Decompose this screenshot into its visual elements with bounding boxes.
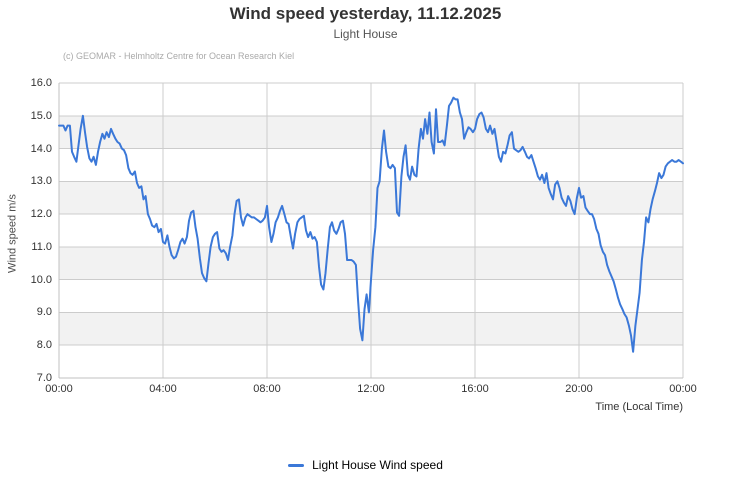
- x-tick-label: 20:00: [565, 383, 593, 395]
- series-line[interactable]: [58, 96, 684, 353]
- chart-title: Wind speed yesterday, 11.12.2025: [229, 4, 502, 23]
- y-tick-label: 9.0: [36, 306, 52, 319]
- x-tick-label: 08:00: [253, 383, 281, 395]
- legend-label: Light House Wind speed: [312, 458, 443, 472]
- x-tick-label: 16:00: [461, 383, 489, 395]
- y-tick-label: 11.0: [31, 240, 52, 253]
- y-tick-label: 13.0: [30, 175, 52, 188]
- x-tick-label: 00:00: [45, 383, 73, 395]
- chart-subtitle: Light House: [333, 27, 398, 41]
- y-tick-label: 14.0: [30, 142, 52, 155]
- x-tick-label: 04:00: [149, 383, 177, 395]
- y-tick-label: 15.0: [30, 109, 52, 122]
- chart-credits: (c) GEOMAR - Helmholtz Centre for Ocean …: [63, 51, 295, 61]
- y-tick-label: 12.0: [30, 208, 52, 221]
- y-tick-label: 16.0: [30, 77, 52, 89]
- y-tick-label: 7.0: [36, 372, 52, 384]
- legend-item[interactable]: Light House Wind speed: [0, 456, 731, 474]
- y-tick-label: 10.0: [30, 273, 52, 286]
- y-tick-label: 8.0: [36, 339, 52, 352]
- x-tick-label: 12:00: [357, 383, 385, 395]
- x-axis-title: Time (Local Time): [595, 401, 683, 413]
- x-tick-label: 00:00: [669, 383, 697, 395]
- legend-line-marker-icon: [288, 463, 305, 467]
